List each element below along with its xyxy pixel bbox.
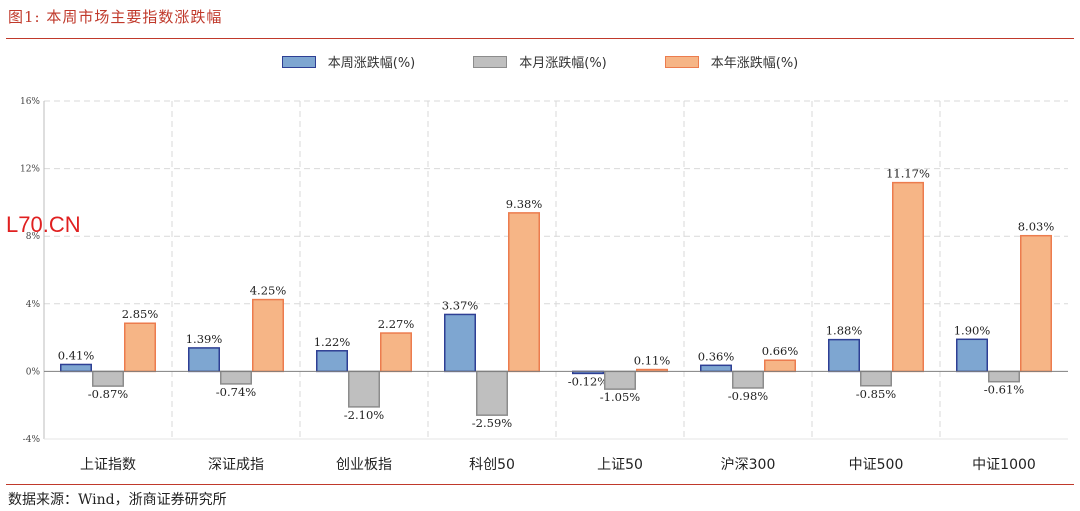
figure-title: 图1: 本周市场主要指数涨跌幅 [8,8,223,26]
x-tick-label: 深证成指 [208,457,264,473]
y-tick-label: 8% [26,232,41,242]
x-tick-label: 上证50 [597,457,643,473]
legend-label-yearly: 本年涨跌幅(%) [710,56,799,71]
data-label: 2.85% [122,307,159,321]
data-label: 0.66% [762,344,799,358]
bar-weekly [956,338,988,373]
data-label: -0.87% [88,387,128,401]
source-rule [6,484,1074,485]
bar-yearly [1020,234,1052,373]
x-tick-label: 创业板指 [336,457,392,473]
bar-yearly [508,212,540,373]
x-tick-label: 中证500 [849,457,904,473]
legend-swatch-yearly [664,55,699,68]
y-tick-label: 0% [26,367,41,377]
x-tick-label: 沪深300 [721,457,776,473]
bar-weekly [60,363,92,373]
bar-yearly [892,181,924,373]
legend-swatch-weekly [281,55,316,68]
y-tick-label: 12% [20,165,40,175]
data-label: -2.59% [472,416,512,430]
data-label: -0.98% [728,389,768,403]
bar-weekly [444,313,476,373]
data-label: 0.41% [58,348,95,362]
data-label: 0.11% [634,354,671,368]
source-note: 数据来源：Wind，浙商证券研究所 [8,492,227,508]
bar-yearly [380,332,412,373]
bar-monthly [92,370,124,387]
y-tick-label: 4% [26,300,41,310]
bar-yearly [764,359,796,373]
data-label: 11.17% [886,167,930,181]
data-label: -2.10% [344,408,384,422]
data-label: -0.12% [568,374,608,388]
x-tick-label: 科创50 [469,457,515,473]
bar-weekly [700,364,732,373]
data-label: 8.03% [1018,220,1055,234]
bar-weekly [828,338,860,373]
chart-legend: 本周涨跌幅(%) 本月涨跌幅(%) 本年涨跌幅(%) [0,52,1080,71]
data-label: 1.90% [954,323,991,337]
bar-chart: -4% 0% 4% 8% 12% 16% 0.41% -0.87% 2.85% 上证指数 1.39%… [20,97,1068,473]
x-tick-label: 中证1000 [972,457,1036,473]
y-tick-label: 16% [20,97,40,107]
bar-weekly [316,350,348,373]
legend-swatch-monthly [473,55,508,68]
data-label: -0.74% [216,385,256,399]
data-label: 9.38% [506,197,543,211]
bar-monthly [604,370,636,390]
bar-monthly [860,370,892,387]
data-label: -1.05% [600,390,640,404]
bar-monthly [476,370,508,416]
data-label: 4.25% [250,284,287,298]
bar-monthly [988,370,1020,383]
bar-weekly [188,347,220,373]
legend-item-yearly: 本年涨跌幅(%) [664,52,799,71]
data-label: 1.88% [826,324,863,338]
data-label: 0.36% [698,349,735,363]
data-label: 1.39% [186,332,223,346]
bar-monthly [220,370,252,385]
data-label: 1.22% [314,335,351,349]
bar-yearly [252,298,284,373]
legend-item-monthly: 本月涨跌幅(%) [473,52,607,71]
data-label: -0.85% [856,387,896,401]
title-rule [6,38,1074,39]
y-tick-label: -4% [23,435,41,445]
bar-monthly [348,370,380,408]
legend-item-weekly: 本周涨跌幅(%) [281,52,416,71]
bar-monthly [732,370,764,389]
data-label: 2.27% [378,317,415,331]
data-label: 3.37% [442,298,479,312]
data-label: -0.61% [984,383,1024,397]
bar-yearly [124,322,156,373]
watermark: L70.CN [6,212,81,237]
legend-label-weekly: 本周涨跌幅(%) [327,56,416,71]
legend-label-monthly: 本月涨跌幅(%) [519,56,607,71]
x-tick-label: 上证指数 [80,457,136,473]
